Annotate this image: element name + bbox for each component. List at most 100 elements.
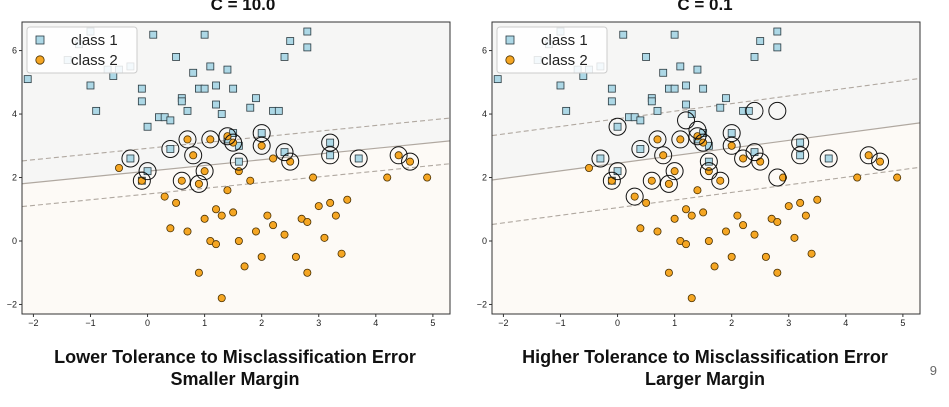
class2-point	[727, 252, 736, 261]
class1-point	[750, 148, 759, 157]
y-tick-label: 4	[482, 109, 487, 119]
class2-point	[727, 141, 736, 150]
support-vector-ring	[791, 133, 810, 152]
class1-point	[137, 97, 146, 106]
support-vector-ring	[321, 133, 340, 152]
support-vector-ring	[659, 174, 678, 193]
plot-frame	[491, 21, 921, 315]
class1-point	[722, 94, 730, 103]
class1-point	[143, 167, 152, 176]
support-vector-ring	[859, 146, 878, 165]
support-vector-ring	[734, 149, 753, 168]
class1-point	[229, 84, 238, 93]
class2-point	[790, 233, 799, 242]
support-vector-ring	[642, 171, 661, 190]
caption-left-line-2: Smaller Margin	[170, 369, 300, 389]
class2-point	[286, 157, 295, 166]
class1-point	[716, 103, 725, 112]
class1-point	[137, 84, 146, 93]
class2-point	[636, 224, 645, 233]
class2-point	[423, 173, 432, 182]
class1-point	[596, 154, 605, 163]
class1-point	[246, 103, 255, 112]
plot-1: −2 −1 0 1 2 3 4 5 −2 0 2 4 6 class 1 class 2	[477, 21, 921, 328]
class2-point	[704, 236, 713, 245]
class1-point	[704, 157, 713, 166]
y-tick-label: 0	[482, 236, 487, 246]
class1-point	[670, 84, 679, 93]
panel-title-right: C = 0.1	[677, 0, 733, 14]
class1-point	[773, 43, 782, 52]
support-vector-ring	[184, 146, 203, 165]
support-vector-ring	[161, 139, 180, 158]
class2-point	[687, 211, 696, 220]
class1-point	[653, 106, 662, 115]
support-vector-ring	[608, 162, 627, 181]
support-vector-ring	[648, 130, 667, 149]
class2-point	[784, 202, 793, 211]
support-vector-ring	[321, 146, 340, 165]
class2-point	[664, 268, 673, 277]
support-vector-ring	[401, 152, 420, 171]
class2-point	[682, 205, 691, 214]
y-tick-label: 0	[12, 236, 17, 246]
class2-point	[739, 154, 748, 163]
x-tick-label: 0	[145, 318, 150, 328]
class2-point	[682, 240, 691, 249]
class2-point	[739, 221, 748, 230]
class2-point	[716, 176, 725, 185]
class2-point	[721, 227, 730, 236]
class1-point	[286, 37, 295, 45]
support-vector-ring	[791, 146, 810, 165]
class1-point	[143, 122, 152, 131]
legend-class1-label: class 1	[541, 32, 588, 49]
class1-point	[200, 30, 209, 39]
support-vector-ring	[722, 136, 741, 155]
class2-point	[160, 192, 169, 201]
class2-point	[309, 173, 318, 182]
y-tick-label: −2	[7, 299, 17, 309]
class2-point	[876, 157, 885, 166]
class2-point	[642, 198, 651, 207]
legend-class1-label: class 1	[71, 32, 118, 49]
class1-point	[727, 129, 736, 137]
support-vector-ring	[252, 124, 271, 143]
class1-point	[303, 27, 312, 36]
support-vector-ring	[654, 146, 673, 165]
support-vector-ring	[178, 130, 197, 149]
class1-point	[682, 81, 690, 90]
class1-point	[796, 138, 805, 147]
class1-point	[274, 106, 283, 115]
support-vector-ring	[195, 162, 214, 181]
support-vector-ring	[665, 162, 684, 181]
class2-point	[893, 173, 902, 182]
class2-point	[773, 217, 782, 226]
class1-point	[493, 75, 502, 84]
class2-point	[653, 227, 662, 236]
class2-point	[257, 141, 266, 150]
class2-point	[280, 230, 289, 239]
class1-point	[613, 167, 622, 176]
class2-point	[115, 163, 124, 172]
class1-point	[280, 53, 289, 61]
support-vector-ring	[711, 171, 730, 190]
class2-point	[607, 176, 616, 185]
class2-point	[653, 135, 662, 144]
support-vector-ring	[631, 139, 650, 158]
support-vector-ring	[132, 171, 151, 190]
class2-point	[223, 186, 232, 195]
class2-point	[314, 202, 323, 211]
class2-point	[200, 214, 209, 223]
class1-point	[166, 145, 175, 153]
class1-point	[562, 106, 571, 115]
class2-point	[177, 176, 186, 185]
class1-point	[744, 106, 753, 115]
panel-title-left: C = 10.0	[210, 0, 276, 14]
support-vector-ring	[189, 174, 208, 193]
class1-point	[217, 110, 226, 118]
class2-point	[229, 208, 238, 217]
x-tick-label: 5	[900, 318, 905, 328]
class1-point	[682, 100, 690, 109]
class2-point	[585, 163, 594, 172]
x-tick-label: −1	[85, 318, 95, 328]
